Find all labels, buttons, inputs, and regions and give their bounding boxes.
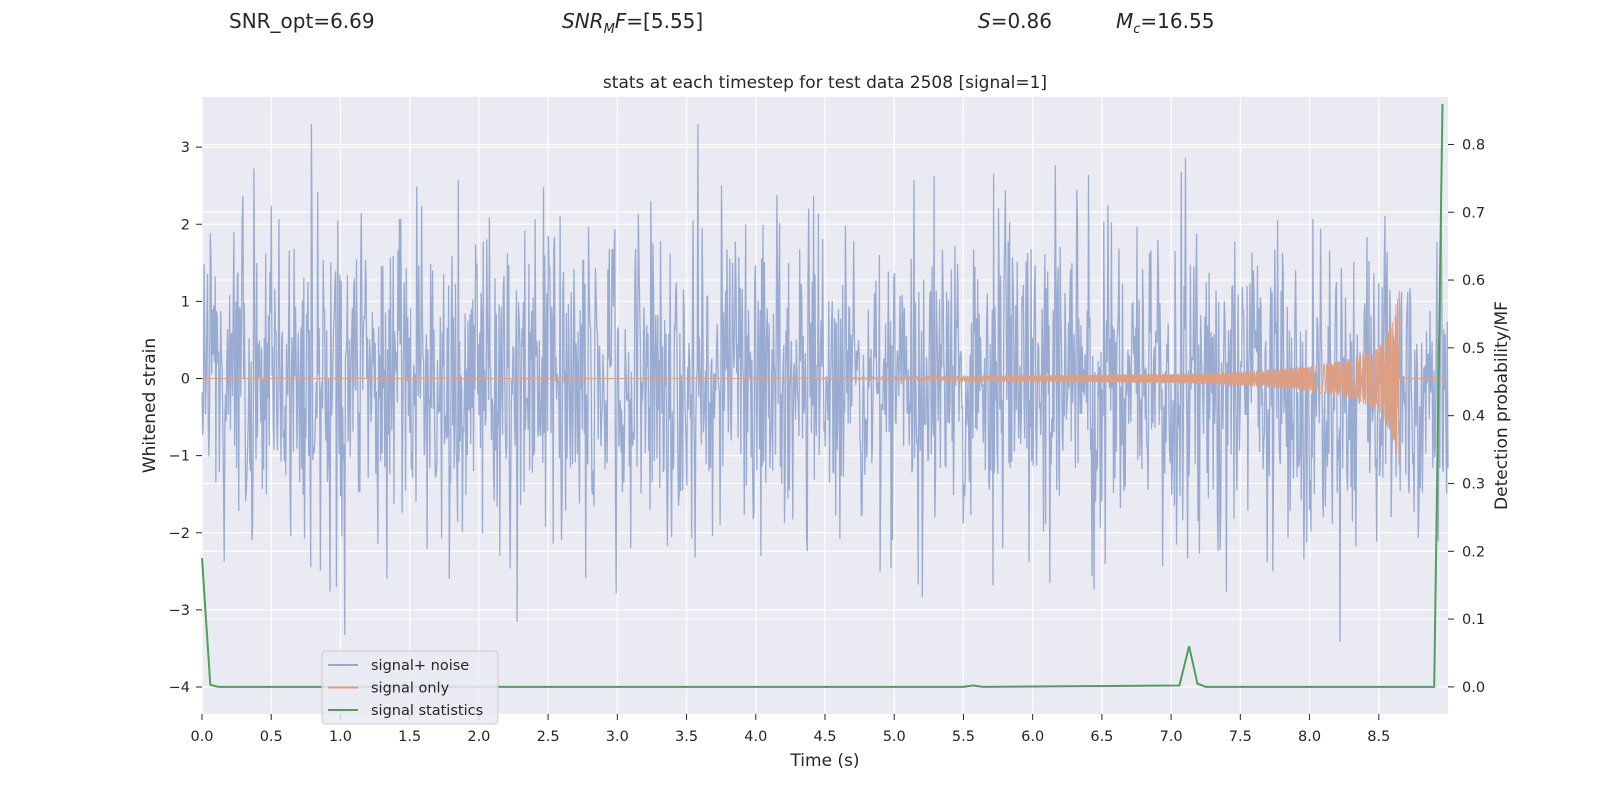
y2-tick-label: 0.1 [1462,612,1485,628]
x-tick-label: 3.0 [606,729,629,745]
y2-tick-label: 0.3 [1462,476,1485,492]
x-tick-label: 5.5 [952,729,975,745]
mc-subscript: c [1133,22,1141,37]
mc-value: =16.55 [1140,9,1215,33]
series-signal-only-line [202,290,1448,466]
y-tick-label: −1 [169,449,190,465]
series-signal-statistics-line [201,103,1444,688]
y2-tick-label: 0.8 [1462,137,1485,153]
mc-symbol: M [1116,9,1134,33]
y-tick-label: −4 [169,680,190,696]
legend-label: signal+ noise [371,658,469,674]
s-value: =0.86 [990,9,1052,33]
snr-mf-symbol-2: F [614,9,627,33]
x-axis-label: Time (s) [789,751,859,771]
y-tick-label: −2 [169,526,190,542]
x-tick-label: 2.0 [467,729,490,745]
y2-tick-label: 0.7 [1462,205,1485,221]
y2-tick-label: 0.5 [1462,341,1485,357]
legend-label: signal only [371,681,450,697]
x-tick-label: 4.5 [813,729,836,745]
y2-axis-label: Detection probability/MF [1492,301,1512,510]
x-tick-label: 6.0 [1021,729,1044,745]
x-tick-label: 2.5 [537,729,560,745]
x-tick-label: 1.0 [329,729,352,745]
snr-mf-label: SNRMF=[5.55] [562,9,703,37]
snr-mf-symbol: SNR [562,9,604,33]
y-axis-label: Whitened strain [140,338,160,473]
s-symbol: S [978,9,991,33]
x-tick-label: 0.0 [190,729,213,745]
y2-tick-label: 0.0 [1462,680,1485,696]
series-signal-noise-line [201,123,1449,642]
legend-box [321,650,499,725]
x-tick-label: 1.5 [398,729,421,745]
chart-title: stats at each timestep for test data 250… [603,73,1047,93]
snr-opt-label: SNR_opt=6.69 [229,9,375,33]
x-tick-label: 0.5 [260,729,283,745]
snr-mf-subscript: M [603,22,615,37]
y-tick-label: −3 [169,603,190,619]
x-tick-label: 8.0 [1298,729,1321,745]
legend-label: signal statistics [371,703,483,719]
y2-tick-label: 0.6 [1462,273,1485,289]
y2-tick-label: 0.2 [1462,544,1485,560]
x-tick-label: 6.5 [1090,729,1113,745]
y-tick-label: 3 [181,140,190,156]
y-tick-label: 1 [181,294,190,310]
x-tick-label: 8.5 [1367,729,1390,745]
y2-tick-label: 0.4 [1462,409,1485,425]
x-tick-label: 5.0 [883,729,906,745]
s-label: S=0.86 [978,9,1052,33]
x-tick-label: 7.5 [1229,729,1252,745]
mc-label: Mc=16.55 [1116,9,1214,37]
x-tick-label: 3.5 [675,729,698,745]
x-tick-label: 4.0 [744,729,767,745]
y-tick-label: 2 [181,217,190,233]
snr-mf-value: =[5.55] [626,9,704,33]
x-tick-label: 7.0 [1160,729,1183,745]
y-tick-label: 0 [181,372,190,388]
